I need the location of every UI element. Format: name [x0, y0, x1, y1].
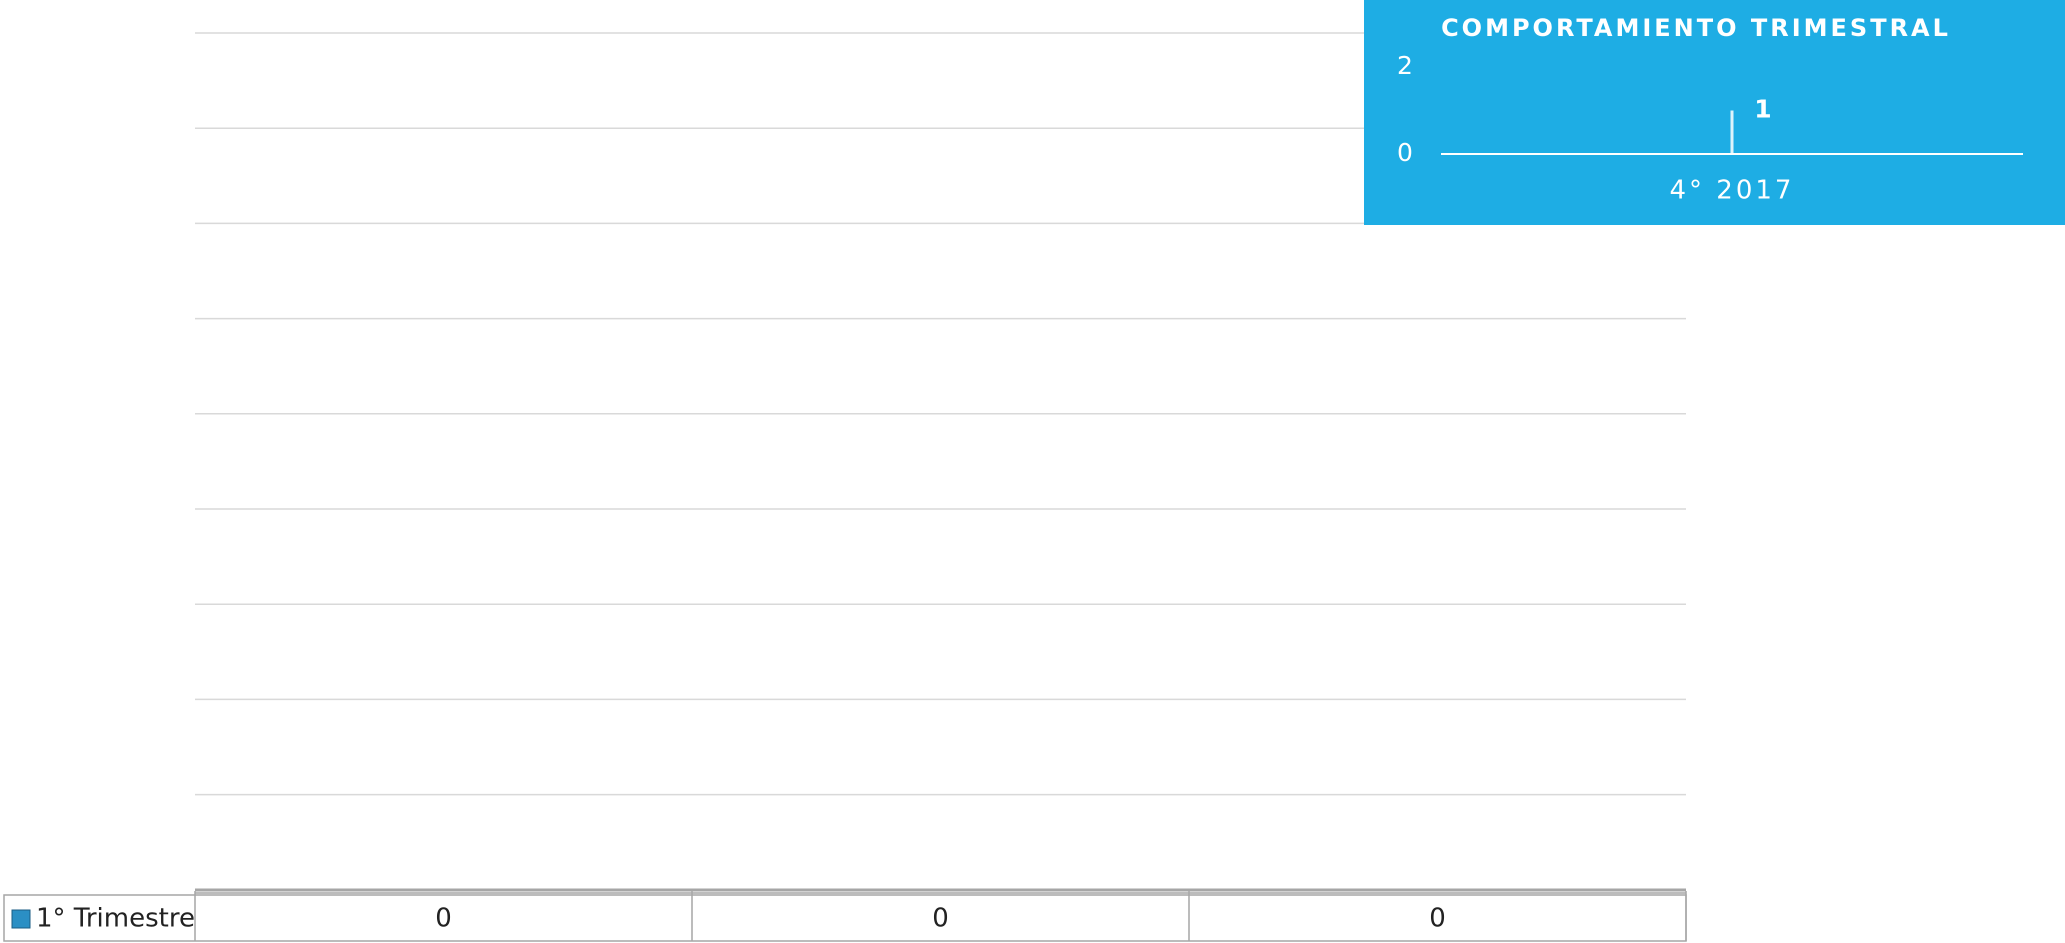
y-tick-label: 0: [1397, 138, 1413, 167]
x-tick-label: 4° 2017: [1670, 176, 1795, 206]
bar: [1730, 110, 1734, 154]
table-value: 0: [435, 904, 452, 934]
y-tick-label: 2: [1397, 51, 1413, 80]
table-value: 0: [1429, 904, 1446, 934]
legend-key: [11, 909, 31, 929]
inset-title: COMPORTAMIENTO TRIMESTRAL: [1441, 14, 1951, 42]
data-label: 1: [1754, 95, 1771, 124]
legend-label: 1° Trimestre: [36, 904, 195, 934]
table-value: 0: [932, 904, 949, 934]
inset-background: [1364, 0, 2065, 225]
